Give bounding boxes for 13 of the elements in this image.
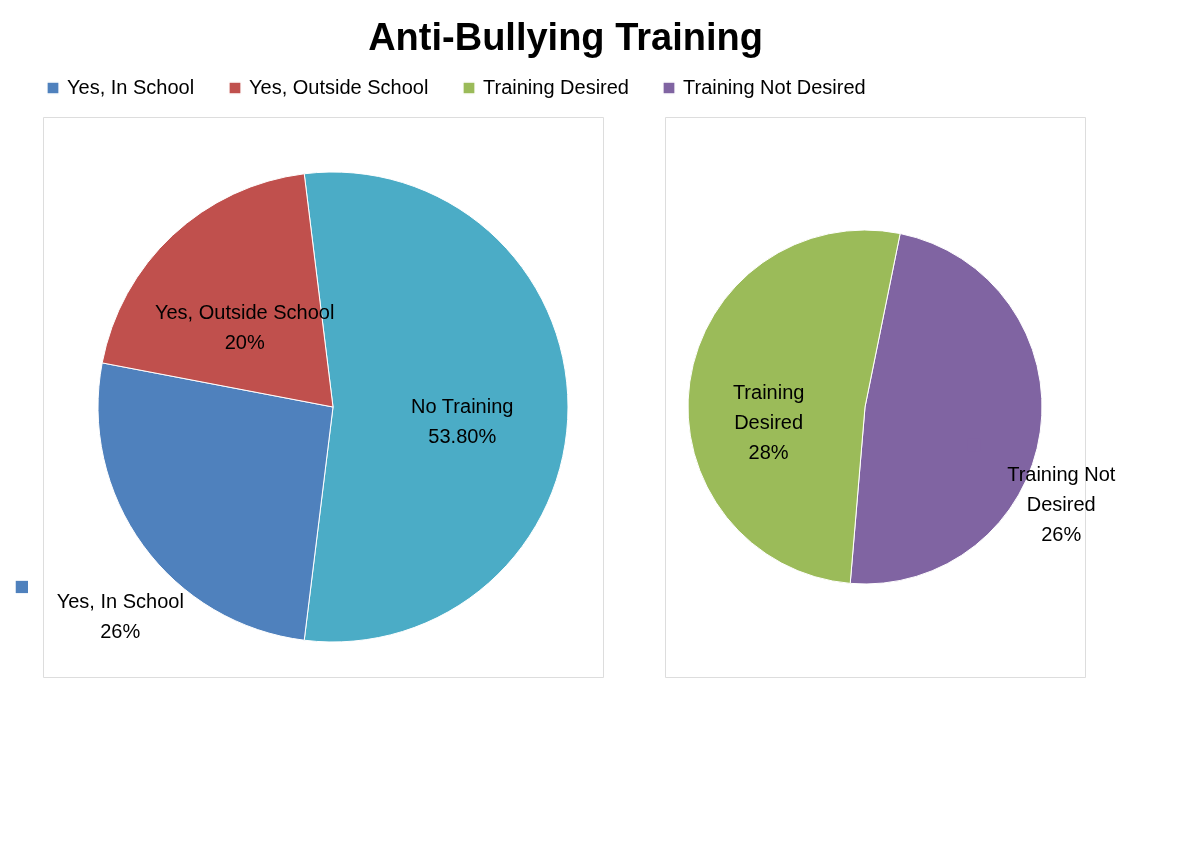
data-label: 26% xyxy=(100,619,141,642)
data-label: 53.80% xyxy=(428,425,497,447)
data-label: 20% xyxy=(224,330,265,353)
slice-label: No Training xyxy=(411,395,514,417)
legend-label: Training Desired xyxy=(483,76,629,98)
category-label: Yes, In School xyxy=(67,76,195,98)
chart-title: Anti-Bullying Training xyxy=(368,16,763,58)
legend-label: Yes, Outside School xyxy=(249,76,429,98)
slice-label: Training Desired xyxy=(732,381,805,434)
data-label: 28% xyxy=(748,441,789,464)
data-label: 26% xyxy=(1041,523,1082,546)
legend-label: Training Not Desired xyxy=(683,76,866,98)
legend-label: Yes, In School xyxy=(56,589,184,612)
